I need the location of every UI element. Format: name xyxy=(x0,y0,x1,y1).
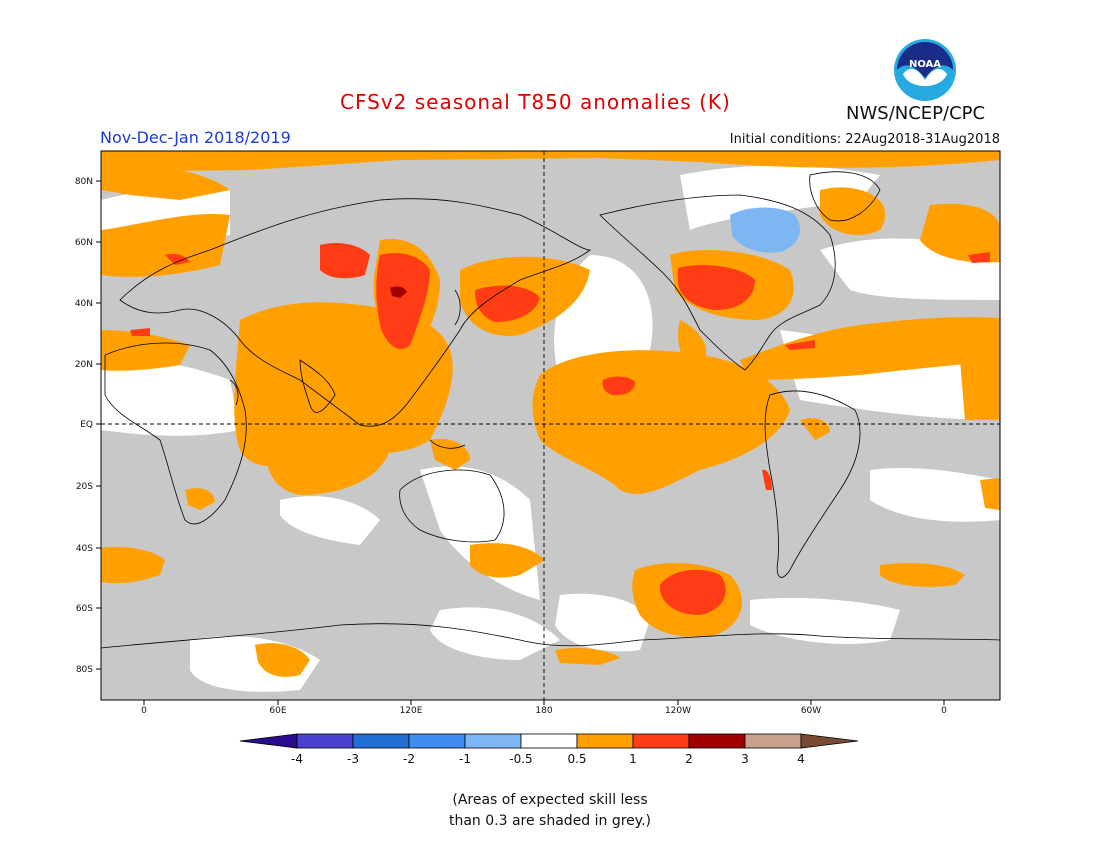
colorbar-segment xyxy=(296,733,354,749)
lon-label: 120E xyxy=(400,706,423,716)
reference-lines xyxy=(101,151,1000,700)
lon-label: 0 xyxy=(141,706,147,716)
colorbar-label: 0.5 xyxy=(567,752,586,766)
coastlines xyxy=(101,171,1000,649)
colorbar-segment xyxy=(520,733,578,749)
lat-label: 60S xyxy=(76,604,93,614)
longitude-axis xyxy=(143,700,945,705)
colorbar-labels: -4 -3 -2 -1 -0.5 0.5 1 2 3 4 xyxy=(291,752,805,766)
colorbar-label: 1 xyxy=(629,752,637,766)
agency-label: NWS/NCEP/CPC xyxy=(846,103,986,124)
colorbar-segment xyxy=(800,733,859,749)
latitude-labels: 80N 60N 40N 20N EQ 20S 40S 60S 80S xyxy=(75,177,93,675)
latitude-axis xyxy=(96,180,101,670)
footnote-line: (Areas of expected skill less xyxy=(452,792,648,808)
lat-label: 60N xyxy=(75,238,93,248)
noaa-logo: NOAA xyxy=(894,39,956,101)
colorbar-segment xyxy=(408,733,466,749)
colorbar-label: -1 xyxy=(459,752,471,766)
lon-label: 60E xyxy=(269,706,286,716)
lat-label: 20N xyxy=(75,360,93,370)
colorbar-label: -2 xyxy=(403,752,415,766)
colorbar-segment xyxy=(576,733,634,749)
lon-label: 0 xyxy=(941,706,947,716)
colorbar-label: 3 xyxy=(741,752,749,766)
skill-footnote: (Areas of expected skill less than 0.3 a… xyxy=(0,790,1100,832)
colorbar-label: -3 xyxy=(347,752,359,766)
colorbar-label: -4 xyxy=(291,752,303,766)
colorbar-segment xyxy=(688,733,746,749)
lat-label: 40S xyxy=(76,544,93,554)
colorbar-segment xyxy=(632,733,690,749)
warm-anomaly-regions-2-3 xyxy=(390,286,407,298)
cold-anomaly-regions xyxy=(730,207,800,253)
warm-anomaly-regions-1-2 xyxy=(130,243,990,615)
lon-label: 60W xyxy=(801,706,821,716)
lat-label: 20S xyxy=(76,482,93,492)
lat-label: 40N xyxy=(75,299,93,309)
colorbar-label: -0.5 xyxy=(509,752,532,766)
lat-label: 80N xyxy=(75,177,93,187)
lon-label: 180 xyxy=(535,706,552,716)
colorbar-segment xyxy=(464,733,522,749)
lat-label: EQ xyxy=(80,420,93,430)
lon-label: 120W xyxy=(665,706,691,716)
lat-label: 80S xyxy=(76,665,93,675)
colorbar-segment xyxy=(352,733,410,749)
map-title: CFSv2 seasonal T850 anomalies (K) xyxy=(340,90,731,114)
initial-conditions-label: Initial conditions: 22Aug2018-31Aug2018 xyxy=(729,132,1000,147)
season-label: Nov-Dec-Jan 2018/2019 xyxy=(100,128,291,147)
colorbar-label: 4 xyxy=(797,752,805,766)
colorbar-segment xyxy=(744,733,802,749)
noaa-logo-text: NOAA xyxy=(909,59,941,70)
footnote-line: than 0.3 are shaded in grey.) xyxy=(448,813,651,829)
colorbar xyxy=(239,733,859,749)
map-frame xyxy=(100,150,1001,701)
longitude-labels: 0 60E 120E 180 120W 60W 0 xyxy=(141,706,947,716)
colorbar-segment xyxy=(239,733,298,749)
colorbar-label: 2 xyxy=(685,752,693,766)
